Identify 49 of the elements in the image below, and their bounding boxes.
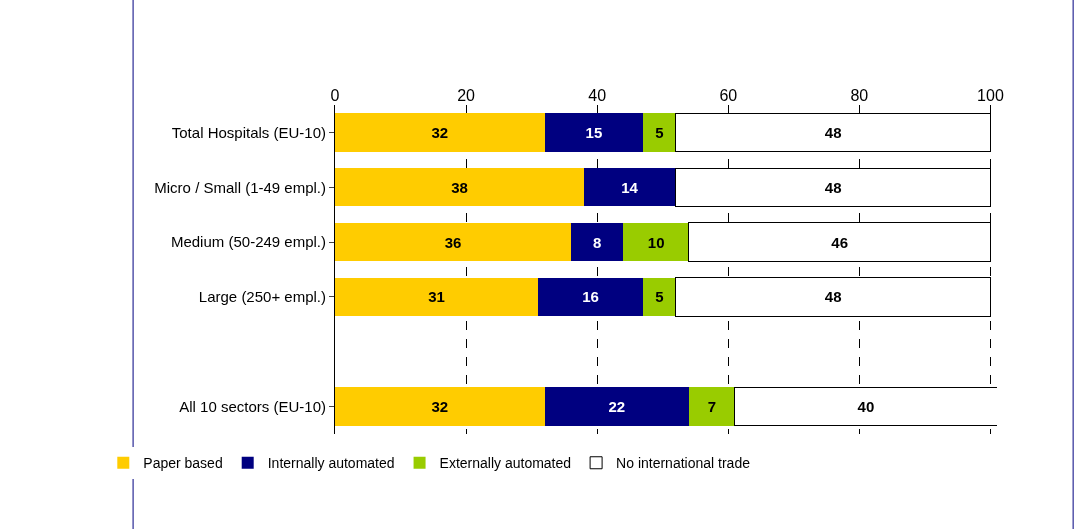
bar	[623, 222, 689, 262]
x-tick-label: 0	[330, 86, 340, 104]
bar	[570, 222, 624, 262]
data-label: 32	[431, 123, 449, 141]
data-label: 15	[585, 123, 603, 141]
data-label: 40	[857, 398, 875, 416]
legend-label: Externally automated	[439, 455, 572, 472]
data-label: 48	[824, 178, 842, 196]
data-label: 7	[707, 398, 717, 416]
bar	[335, 113, 545, 152]
data-label: 46	[831, 233, 849, 251]
bar	[544, 387, 689, 426]
y-tick-label: Micro / Small (1-49 empl.)	[154, 178, 326, 196]
legend-label: Internally automated	[267, 455, 395, 472]
bar	[335, 277, 539, 317]
x-tick-label: 100	[977, 86, 1004, 104]
data-label: 5	[655, 123, 664, 141]
data-label: 5	[655, 288, 664, 306]
x-tick-label: 20	[457, 86, 476, 104]
data-label: 16	[582, 288, 599, 306]
x-tick-label: 80	[850, 86, 869, 104]
data-label: 22	[608, 398, 626, 416]
data-label: 48	[824, 123, 842, 141]
bar	[688, 387, 735, 426]
bar	[734, 386, 997, 427]
data-label: 10	[647, 233, 665, 251]
y-tick-label: Total Hospitals (EU-10)	[171, 123, 326, 141]
bar	[335, 387, 545, 426]
legend-label: No international trade	[616, 455, 751, 472]
data-label: 14	[621, 178, 639, 196]
bar	[335, 168, 585, 207]
y-tick-label: Medium (50-249 empl.)	[170, 233, 326, 251]
data-label: 38	[451, 178, 468, 196]
bar	[584, 168, 676, 207]
bar	[643, 113, 676, 152]
x-tick-label: 40	[588, 86, 607, 104]
data-label: 8	[593, 233, 602, 251]
data-label: 31	[428, 288, 445, 306]
data-label: 36	[444, 233, 462, 251]
y-tick-label: Large (250+ empl.)	[198, 288, 326, 306]
data-label: 48	[824, 288, 842, 306]
bar	[544, 113, 644, 152]
x-tick-label: 60	[719, 86, 738, 104]
bar	[538, 277, 644, 317]
data-label: 32	[431, 398, 449, 416]
y-tick-label: All 10 sectors (EU-10)	[179, 397, 326, 415]
bar	[335, 222, 571, 262]
legend-label: Paper based	[143, 455, 223, 472]
bar	[643, 277, 676, 317]
